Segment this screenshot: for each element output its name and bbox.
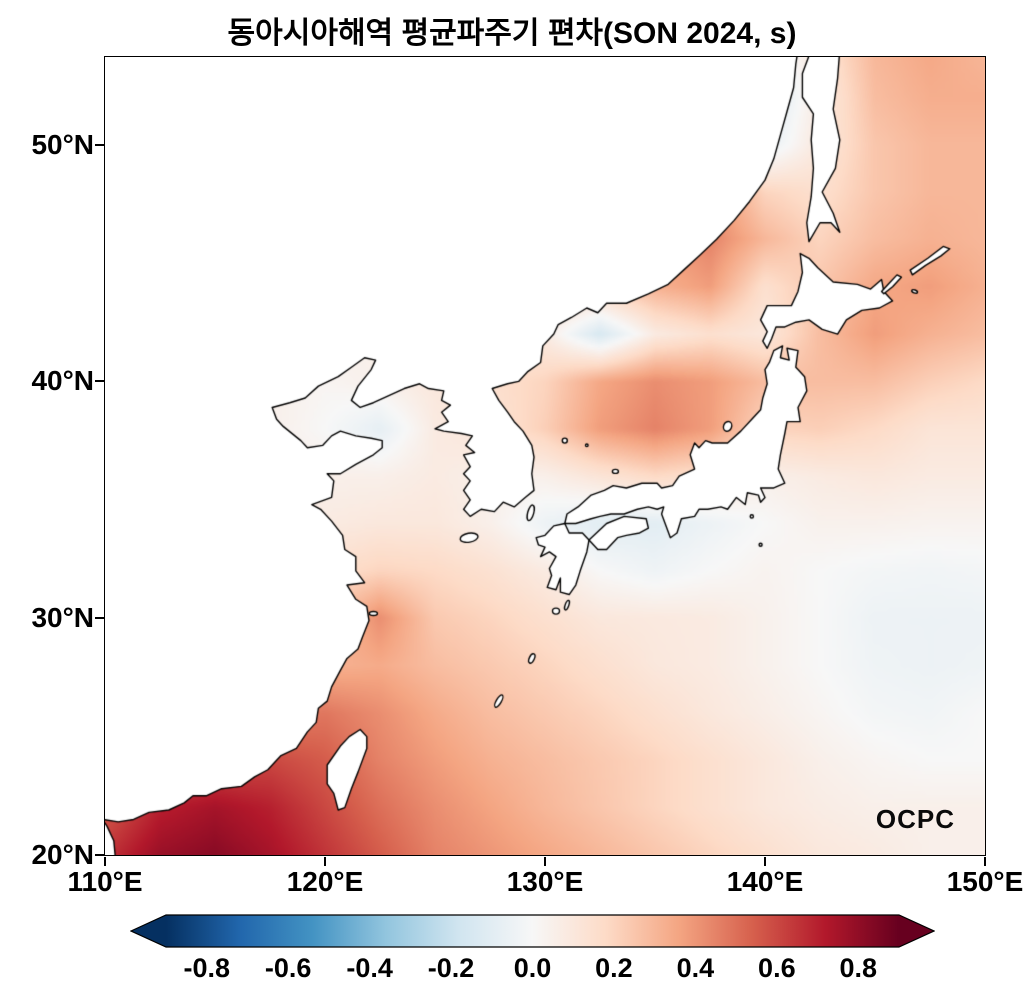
x-tick-label: 110°E <box>67 866 143 897</box>
x-tick-mark <box>764 857 766 866</box>
colorbar-tick-label: 0.4 <box>676 953 715 983</box>
x-tick-label: 140°E <box>726 866 804 897</box>
colorbar-tick-label: -0.2 <box>427 953 475 983</box>
y-tick-label: 30°N <box>31 602 94 634</box>
colorbar-tick-label: 0.8 <box>839 953 878 983</box>
x-tick-label: 130°E <box>506 866 584 897</box>
x-tick-label: 150°E <box>946 866 1024 897</box>
y-tick-label: 40°N <box>31 365 94 397</box>
y-tick-mark <box>95 143 104 146</box>
y-tick-mark <box>95 617 104 620</box>
colorbar-tick-label: -0.8 <box>183 953 230 983</box>
chart-title: 동아시아해역 평균파주기 편차(SON 2024, s) <box>227 17 797 50</box>
watermark-logo: OCPC <box>875 804 955 834</box>
x-tick-mark <box>104 857 106 866</box>
y-tick-mark <box>95 854 104 856</box>
colorbar-tick-label: 0.2 <box>595 953 633 983</box>
y-tick-label: 20°N <box>31 839 94 870</box>
x-tick-mark <box>544 857 546 866</box>
y-tick-mark <box>95 380 104 383</box>
colorbar <box>129 912 936 955</box>
colorbar-tick-label: -0.4 <box>346 953 393 983</box>
x-tick-label: 120°E <box>286 866 364 897</box>
x-tick-mark <box>324 857 326 866</box>
map-plot: OCPC <box>104 56 986 856</box>
y-tick-label: 50°N <box>31 128 94 160</box>
colorbar-tick-label: -0.6 <box>264 953 312 983</box>
colorbar-gradient <box>129 914 936 948</box>
x-tick-mark <box>984 857 986 866</box>
colorbar-tick-label: 0.6 <box>758 953 796 983</box>
map-canvas <box>105 57 985 855</box>
colorbar-tick-label: 0.0 <box>513 953 552 983</box>
